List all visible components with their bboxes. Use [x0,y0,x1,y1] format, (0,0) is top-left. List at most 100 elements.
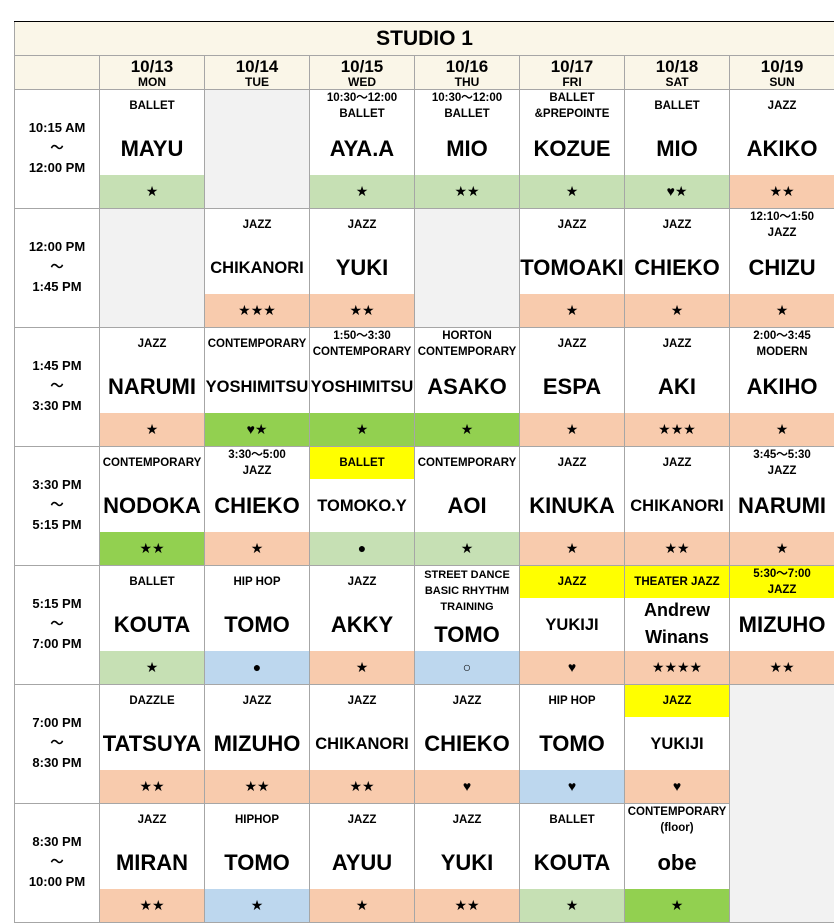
class-label: JAZZ [415,685,519,717]
level-mark: ★★★ [625,413,729,446]
class-label-line: BALLET [625,98,729,114]
time-slot: 3:30 PM〜5:15 PM [15,447,100,566]
instructor-name: MIRAN [100,838,204,888]
class-label-line: JAZZ [730,582,834,598]
empty-slot [100,209,205,328]
instructor-name: Andrew Winans [625,596,729,652]
class-cell[interactable]: CONTEMPORARY(floor)obe★ [625,804,730,923]
class-label-line: HIP HOP [520,693,624,709]
class-label: JAZZ [730,90,834,122]
slot-end: 1:45 PM [15,277,99,297]
class-label: JAZZ [520,209,624,241]
day-date: 10/13 [100,56,204,76]
class-label-line: JAZZ [205,693,309,709]
class-label-line: CONTEMPORARY [310,344,414,360]
level-mark: ★ [205,532,309,565]
class-label-line: CONTEMPORARY [415,344,519,360]
level-mark: ★ [520,175,624,208]
instructor-name: MAYU [100,124,204,174]
class-label: BALLET&PREPOINTE [520,90,624,122]
level-mark: ♥ [520,651,624,684]
day-date: 10/19 [730,56,834,76]
class-label: JAZZ [520,447,624,479]
time-slot: 5:15 PM〜7:00 PM [15,566,100,685]
level-mark: ★ [730,532,834,565]
day-date: 10/17 [520,56,624,76]
class-label-line: CONTEMPORARY [415,455,519,471]
instructor-name: CHIEKO [625,243,729,293]
class-label-line: BALLET [100,98,204,114]
class-label-line: JAZZ [625,455,729,471]
instructor-name: CHIEKO [205,481,309,531]
level-mark: ★★ [310,294,414,327]
class-label: JAZZ [520,328,624,360]
level-mark: ● [310,532,414,565]
class-label-line: 3:30〜5:00 [205,447,309,463]
class-label: JAZZ [625,685,729,717]
class-label-line: JAZZ [100,812,204,828]
instructor-name: AYUU [310,838,414,888]
instructor-name: CHIKANORI [625,481,729,531]
slot-end: 3:30 PM [15,396,99,416]
level-mark: ★ [310,175,414,208]
level-mark: ★★ [310,770,414,803]
level-mark: ★★ [730,175,834,208]
day-weekday: SUN [730,76,834,89]
class-label-line: JAZZ [730,225,834,241]
instructor-name: AKIHO [730,362,834,412]
time-slot: 12:00 PM〜1:45 PM [15,209,100,328]
class-label: BALLET [520,804,624,836]
level-mark: ♥★ [625,175,729,208]
